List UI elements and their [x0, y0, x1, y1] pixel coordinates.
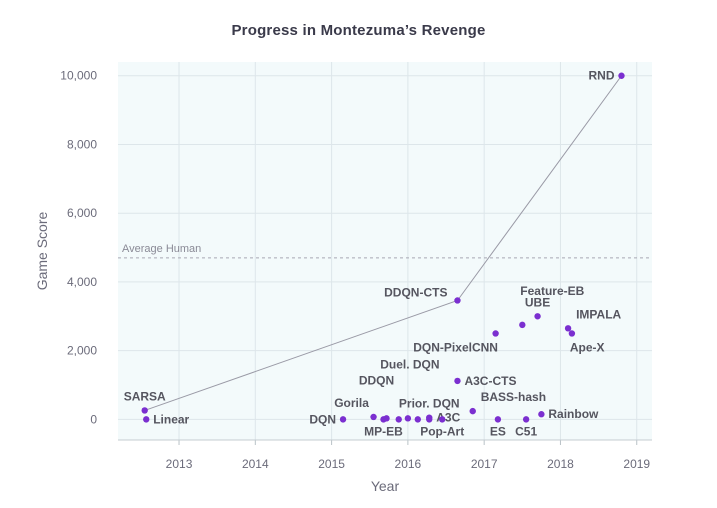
point-ddqn — [383, 415, 390, 422]
point-unlabeled — [414, 416, 422, 423]
point-label-bass-hash: BASS-hash — [481, 390, 546, 404]
point-label-a3c-cts: A3C-CTS — [464, 374, 516, 388]
point-rnd — [618, 72, 625, 79]
point-dqn — [339, 416, 347, 423]
point-label-prior-dqn: Prior. DQN — [399, 397, 460, 411]
y-tick-labels: 0 2,000 4,000 6,000 8,000 10,000 — [60, 69, 97, 427]
point-feature-eb — [519, 321, 526, 329]
point-impala — [564, 325, 572, 332]
x-tick-label: 2018 — [547, 457, 574, 471]
x-tick-label: 2016 — [395, 457, 422, 471]
point-label-feature-eb: Feature-EB — [520, 284, 584, 298]
point-label-es: ES — [490, 424, 506, 438]
point-rainbow — [538, 411, 545, 418]
point-label-ube: UBE — [525, 295, 550, 309]
point-a3c-cts — [454, 377, 461, 385]
x-tick-label: 2014 — [242, 457, 269, 471]
y-axis-label: Game Score — [34, 211, 50, 290]
plot-area — [118, 62, 652, 440]
point-ddqn-cts — [454, 297, 461, 304]
point-label-linear: Linear — [153, 412, 189, 426]
y-tick-label: 2,000 — [67, 344, 97, 358]
point-label-rnd: RND — [588, 69, 614, 83]
x-tick-label: 2015 — [318, 457, 345, 471]
point-dqn-pixelcnn — [492, 330, 499, 337]
y-tick-label: 10,000 — [60, 69, 97, 83]
point-c51 — [522, 416, 530, 423]
point-label-dqn-pixelcnn: DQN-PixelCNN — [413, 340, 498, 354]
point-label-gorila: Gorila — [334, 396, 369, 410]
point-ube — [534, 313, 541, 320]
point-label-ape-x: Ape-X — [570, 340, 605, 354]
average-human-label: Average Human — [122, 243, 201, 255]
x-tick-labels: 2013 2014 2015 2016 2017 2018 2019 — [166, 457, 651, 471]
point-a3c — [426, 416, 433, 423]
point-bass-hash — [469, 407, 476, 415]
point-label-pop-art: Pop-Art — [420, 424, 464, 438]
x-tick-label: 2017 — [471, 457, 498, 471]
y-tick-label: 4,000 — [67, 275, 97, 289]
point-label-sarsa: SARSA — [124, 389, 166, 403]
y-tick-label: 6,000 — [67, 206, 97, 220]
point-linear — [143, 416, 150, 423]
point-label-dqn: DQN — [309, 412, 336, 426]
x-tick-label: 2013 — [166, 457, 193, 471]
point-label-rainbow: Rainbow — [548, 407, 599, 421]
point-unlabeled — [395, 416, 402, 423]
point-es — [494, 416, 502, 423]
grid-lines — [118, 62, 652, 445]
point-gorila — [370, 413, 377, 421]
point-duel-dqn — [404, 415, 412, 422]
point-sarsa — [141, 407, 148, 414]
point-label-ddqn: DDQN — [359, 373, 394, 387]
x-axis-label: Year — [371, 478, 400, 494]
point-label-c51: C51 — [515, 424, 537, 438]
point-label-duel-dqn: Duel. DQN — [380, 357, 439, 371]
x-tick-label: 2019 — [623, 457, 650, 471]
chart-title: Progress in Montezuma’s Revenge — [231, 22, 486, 39]
point-label-ddqn-cts: DDQN-CTS — [384, 285, 447, 299]
point-label-impala: IMPALA — [576, 307, 621, 321]
point-ape-x — [568, 330, 576, 337]
point-label-mp-eb: MP-EB — [364, 424, 403, 438]
data-points: SARSA Linear DQN Gorila MP-EB DDQN Duel. DQN Pr… — [124, 69, 625, 438]
y-tick-label: 8,000 — [67, 137, 97, 151]
reference-line-group: Average Human — [118, 243, 652, 259]
point-pop-art — [439, 416, 446, 423]
y-tick-label: 0 — [90, 412, 97, 426]
